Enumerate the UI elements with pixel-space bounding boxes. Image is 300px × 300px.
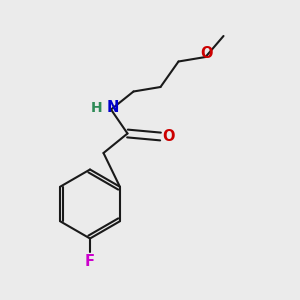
Text: O: O: [163, 129, 175, 144]
Text: O: O: [200, 46, 213, 61]
Text: H: H: [91, 101, 102, 115]
Text: F: F: [85, 254, 95, 269]
Text: N: N: [106, 100, 119, 115]
